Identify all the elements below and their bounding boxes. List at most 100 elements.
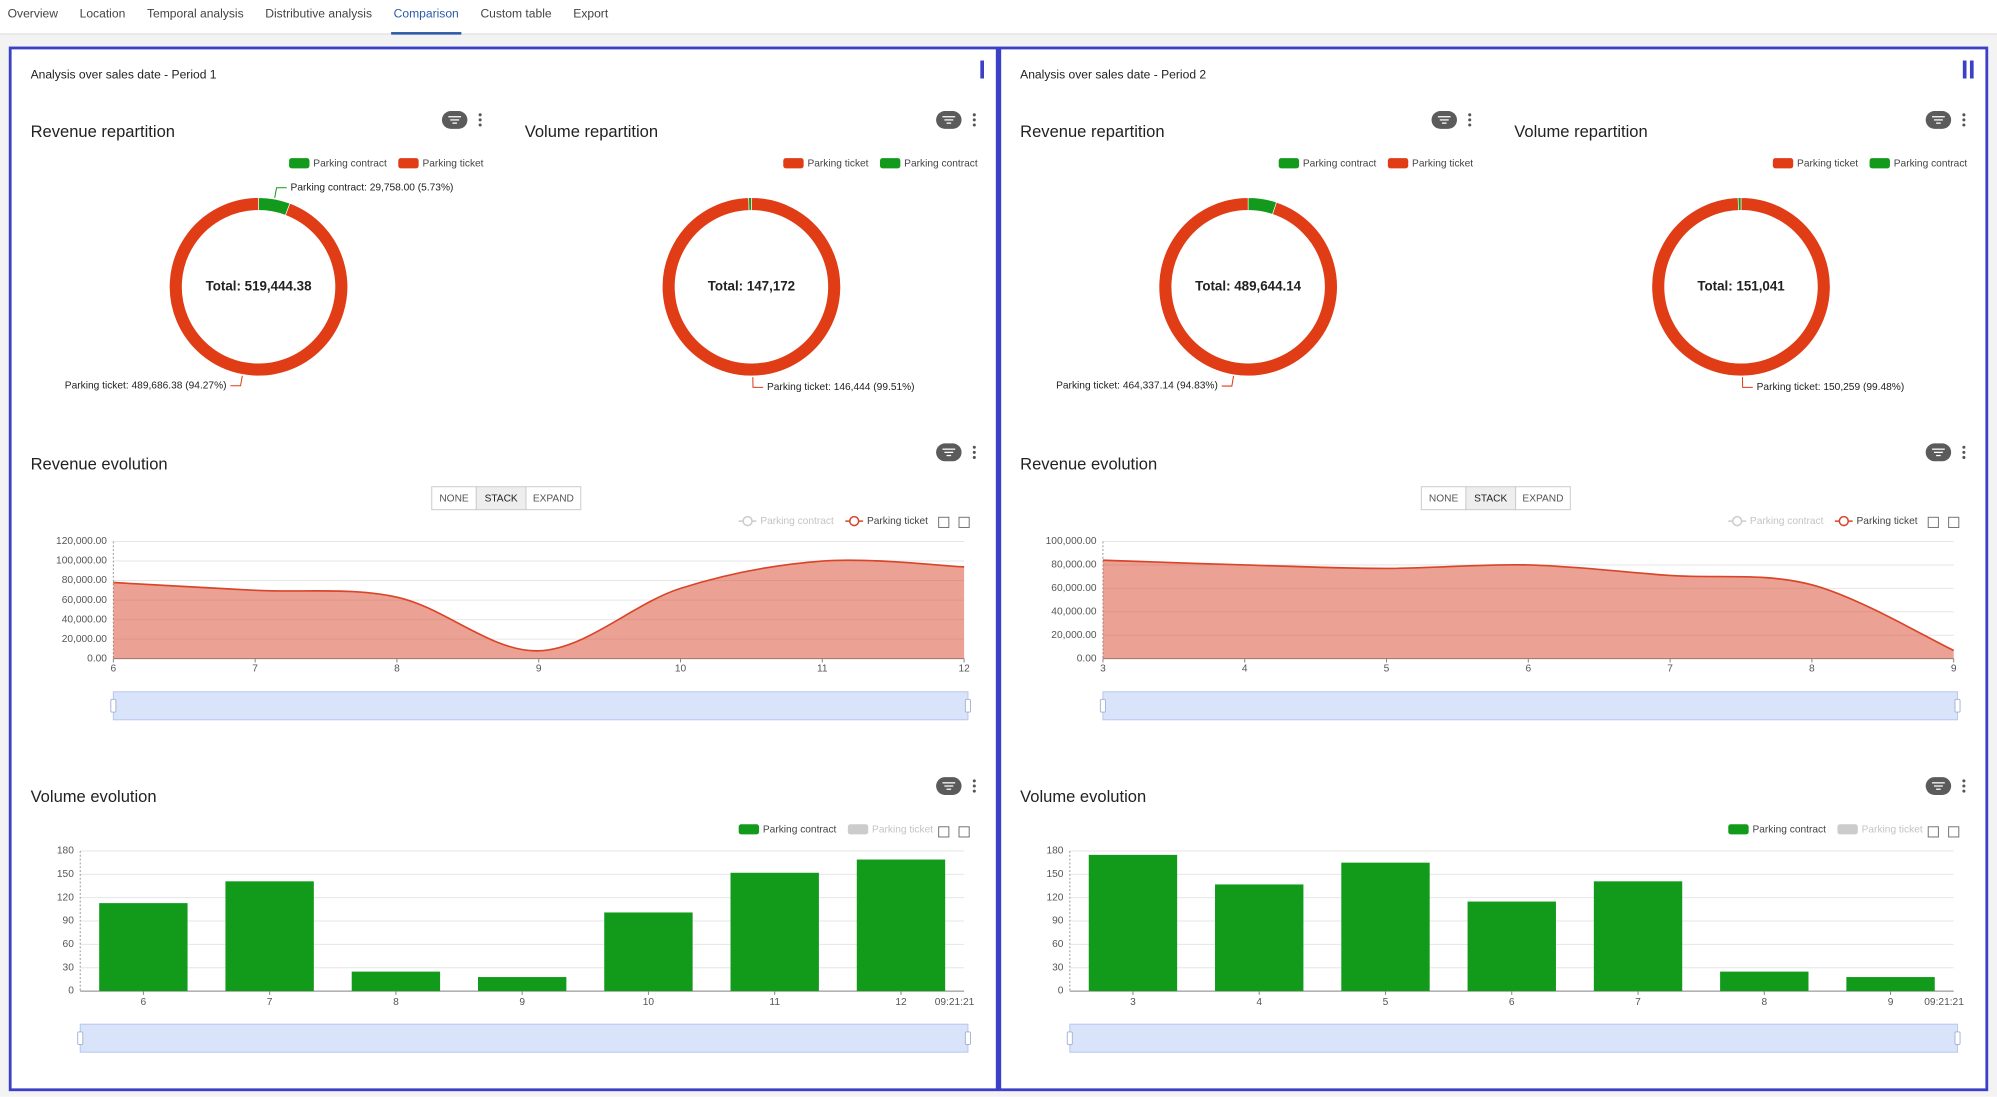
y-tick-label: 120,000.00 [56, 536, 107, 547]
panel-title: Analysis over sales date - Period 1 [31, 68, 217, 82]
tab[interactable]: Location [80, 6, 126, 20]
x-tick-label: 9 [519, 997, 525, 1008]
zoom-handle[interactable] [964, 698, 971, 713]
zoom-slider[interactable] [79, 1023, 969, 1053]
stack-mode-button[interactable] [525, 486, 582, 511]
x-tick-label: 12 [895, 997, 907, 1008]
zoom-handle[interactable] [1954, 1031, 1961, 1046]
legend-icon-dot [1838, 515, 1850, 527]
stack-mode-label: EXPAND [1522, 494, 1563, 505]
bar [1215, 884, 1304, 992]
x-tick-label: 12 [958, 664, 970, 675]
zoom-handle[interactable] [1099, 698, 1106, 713]
toolbox-icon[interactable] [938, 516, 950, 528]
chart-title: Revenue repartition [1020, 122, 1164, 141]
chart-title: Revenue repartition [31, 122, 175, 141]
legend-label: Parking ticket [807, 159, 868, 170]
x-tick-label: 8 [393, 997, 399, 1008]
x-tick-label: 3 [1100, 664, 1106, 675]
legend-swatch [1869, 158, 1890, 169]
y-tick-label: 40,000.00 [62, 614, 108, 625]
legend-label[interactable]: Parking ticket [1857, 516, 1918, 527]
menu-dot [1468, 123, 1472, 127]
zoom-handle[interactable] [964, 1031, 971, 1046]
menu-dot [972, 118, 976, 122]
toolbox-icon[interactable] [938, 826, 950, 838]
x-tick-label: 10 [675, 664, 687, 675]
bar [856, 859, 946, 992]
zoom-slider[interactable] [112, 691, 969, 721]
label-leader [1221, 375, 1235, 387]
y-tick-label: 150 [1046, 869, 1063, 880]
toolbox-icon[interactable] [1948, 516, 1960, 528]
x-tick-label: 4 [1256, 997, 1262, 1008]
menu-dot [1962, 789, 1966, 793]
zoom-handle[interactable] [1954, 698, 1961, 713]
x-tick-label: 6 [1525, 664, 1531, 675]
tab[interactable]: Overview [8, 6, 59, 20]
slice-label: Parking ticket: 150,259 (99.48%) [1757, 382, 1905, 393]
y-tick-label: 40,000.00 [1051, 606, 1097, 617]
tab[interactable]: Export [573, 6, 609, 20]
x-tick-label: 4 [1242, 664, 1248, 675]
x-tick-label: 8 [1809, 664, 1815, 675]
donut-slice [662, 197, 841, 377]
donut-slice [169, 197, 349, 377]
toolbox-icon[interactable] [958, 826, 970, 838]
tab[interactable]: Temporal analysis [147, 6, 244, 20]
zoom-slider[interactable] [1069, 1023, 1959, 1053]
legend-label[interactable]: Parking contract [1752, 825, 1826, 836]
y-tick-label: 100,000.00 [1046, 536, 1097, 547]
slice-label: Parking ticket: 464,337.14 (94.83%) [1056, 381, 1218, 392]
stack-mode-label: STACK [1474, 494, 1507, 505]
x-tick-label: 9 [536, 664, 542, 675]
legend-icon-dot [742, 515, 753, 527]
x-tick-label: 8 [1761, 997, 1767, 1008]
chart-title: Revenue evolution [31, 454, 168, 473]
slice-label: Parking ticket: 489,686.38 (94.27%) [65, 380, 227, 391]
legend-label[interactable]: Parking contract [1750, 516, 1824, 527]
slice-label: Parking contract: 29,758.00 (5.73%) [291, 182, 454, 193]
y-tick-label: 0.00 [87, 653, 107, 664]
donut-slice [1737, 197, 1742, 211]
bar [1341, 862, 1430, 992]
toolbox-icon[interactable] [1948, 826, 1960, 838]
legend-swatch [783, 158, 804, 169]
toolbox-icon[interactable] [1927, 826, 1939, 838]
panel-marker: I [979, 56, 986, 84]
x-axis-end-label: 09:21:21 [1924, 997, 1964, 1008]
chart-title: Volume evolution [1020, 787, 1146, 806]
menu-dot [1962, 445, 1966, 449]
area-fill [113, 560, 965, 659]
legend-label[interactable]: Parking contract [760, 516, 834, 527]
zoom-handle[interactable] [1066, 1031, 1073, 1046]
legend-swatch [1278, 158, 1300, 169]
tab[interactable]: Comparison [394, 6, 459, 20]
bar [1593, 881, 1683, 992]
legend-label[interactable]: Parking ticket [867, 516, 928, 527]
zoom-slider[interactable] [1102, 691, 1959, 721]
legend-label[interactable]: Parking ticket [1862, 825, 1923, 836]
bar [730, 872, 819, 992]
legend-label[interactable]: Parking contract [763, 825, 837, 836]
zoom-handle[interactable] [110, 698, 117, 713]
legend-label: Parking contract [313, 159, 387, 170]
y-tick-label: 90 [63, 916, 75, 927]
x-tick-label: 7 [1667, 664, 1673, 675]
toolbox-icon[interactable] [958, 516, 970, 528]
legend-swatch [879, 158, 901, 169]
toolbox-icon[interactable] [1927, 516, 1939, 528]
stack-mode-label: STACK [485, 494, 518, 505]
y-tick-label: 120 [57, 892, 74, 903]
chart-title: Revenue evolution [1020, 454, 1157, 473]
zoom-handle[interactable] [77, 1031, 84, 1046]
tab[interactable]: Custom table [480, 6, 551, 20]
label-leader [1741, 377, 1753, 388]
stack-mode-button[interactable] [1515, 486, 1571, 511]
menu-dot [972, 455, 976, 459]
legend-label: Parking ticket [422, 159, 483, 170]
tab[interactable]: Distributive analysis [265, 6, 372, 20]
bar [1467, 901, 1556, 992]
legend-label[interactable]: Parking ticket [872, 825, 933, 836]
menu-dot [972, 784, 976, 788]
